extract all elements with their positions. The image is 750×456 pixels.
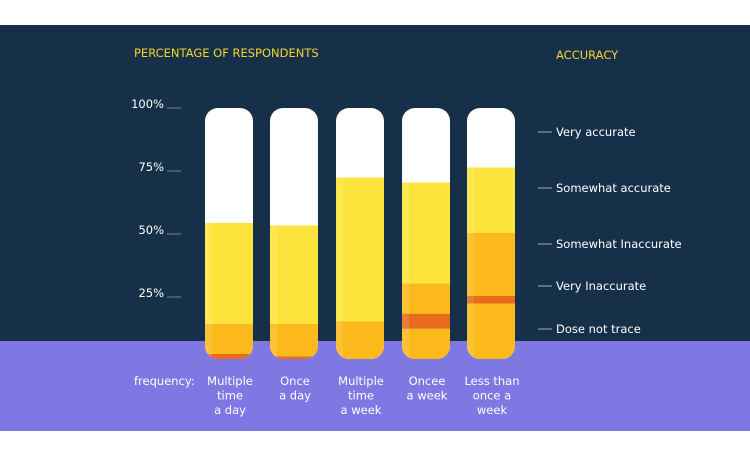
- bar-segment-very-inaccurate: [205, 323, 253, 354]
- bar-segment-very-accurate: [336, 177, 384, 322]
- legend-item: Dose not trace: [556, 322, 641, 336]
- bar-segment-very-inaccurate: [270, 323, 318, 357]
- x-tick-label: Once: [280, 374, 310, 388]
- tube-highlight: [270, 108, 277, 359]
- tube-bar: [270, 108, 318, 359]
- tube-highlight: [205, 108, 212, 359]
- y-tick-label: 25%: [138, 286, 164, 300]
- y-tick-label: 50%: [138, 223, 164, 237]
- bar-segment-dose-not-trace: [270, 356, 318, 359]
- legend-item: Somewhat Inaccurate: [556, 237, 682, 251]
- bar-segment-very-inaccurate: [402, 328, 450, 359]
- y-tick-label: 100%: [131, 97, 164, 111]
- tube-bar: [467, 108, 515, 359]
- x-tick-label: Multiple: [338, 374, 384, 388]
- tube-bar: [205, 108, 253, 359]
- tube-highlight: [336, 108, 343, 359]
- bar-segment-somewhat-inaccurate: [467, 296, 515, 304]
- x-tick-label: a day: [214, 403, 246, 417]
- x-tick-label: a day: [279, 389, 311, 403]
- bar-segment-somewhat-inaccurate: [402, 313, 450, 329]
- x-tick-label: time: [348, 389, 374, 403]
- legend-item: Very Inaccurate: [556, 279, 646, 293]
- bar-segment-very-accurate: [402, 182, 450, 284]
- bar-segment-very-inaccurate: [467, 303, 515, 359]
- bar-segment-very-accurate: [205, 222, 253, 324]
- tube-bar: [336, 108, 384, 359]
- x-tick-label: a week: [341, 403, 382, 417]
- x-tick-label: Multiple: [207, 374, 253, 388]
- x-tick-label: time: [217, 389, 243, 403]
- x-tick-label: a week: [407, 389, 448, 403]
- tube-highlight: [467, 108, 474, 359]
- bar-segment-very-accurate: [467, 167, 515, 233]
- chart-title: PERCENTAGE OF RESPONDENTS: [134, 46, 319, 60]
- x-tick-label: once a: [473, 389, 511, 403]
- legend-title: ACCURACY: [556, 48, 619, 62]
- x-tick-label: week: [477, 403, 508, 417]
- y-tick-label: 75%: [138, 160, 164, 174]
- bar-segment-very-inaccurate: [336, 321, 384, 359]
- bar-segment-somewhat-accurate: [402, 283, 450, 314]
- x-axis-prefix: frequency:: [134, 374, 195, 388]
- legend-item: Somewhat accurate: [556, 181, 671, 195]
- tube-bar: [402, 108, 450, 359]
- legend-item: Very accurate: [556, 125, 636, 139]
- x-tick-label: Less than: [464, 374, 519, 388]
- bar-segment-somewhat-accurate: [467, 233, 515, 296]
- bar-segment-very-accurate: [270, 225, 318, 324]
- bar-segment-dose-not-trace: [205, 353, 253, 359]
- tube-highlight: [402, 108, 409, 359]
- x-tick-label: Oncee: [409, 374, 446, 388]
